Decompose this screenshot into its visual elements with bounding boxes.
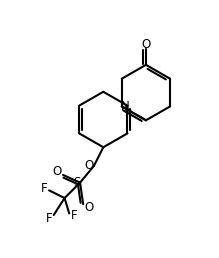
Text: N: N xyxy=(121,100,130,113)
Text: O: O xyxy=(52,165,62,178)
Text: F: F xyxy=(71,209,77,222)
Text: F: F xyxy=(46,212,52,224)
Text: O: O xyxy=(84,159,93,172)
Text: S: S xyxy=(73,176,81,189)
Text: F: F xyxy=(41,182,48,195)
Text: O: O xyxy=(141,38,151,51)
Text: O: O xyxy=(84,201,93,214)
